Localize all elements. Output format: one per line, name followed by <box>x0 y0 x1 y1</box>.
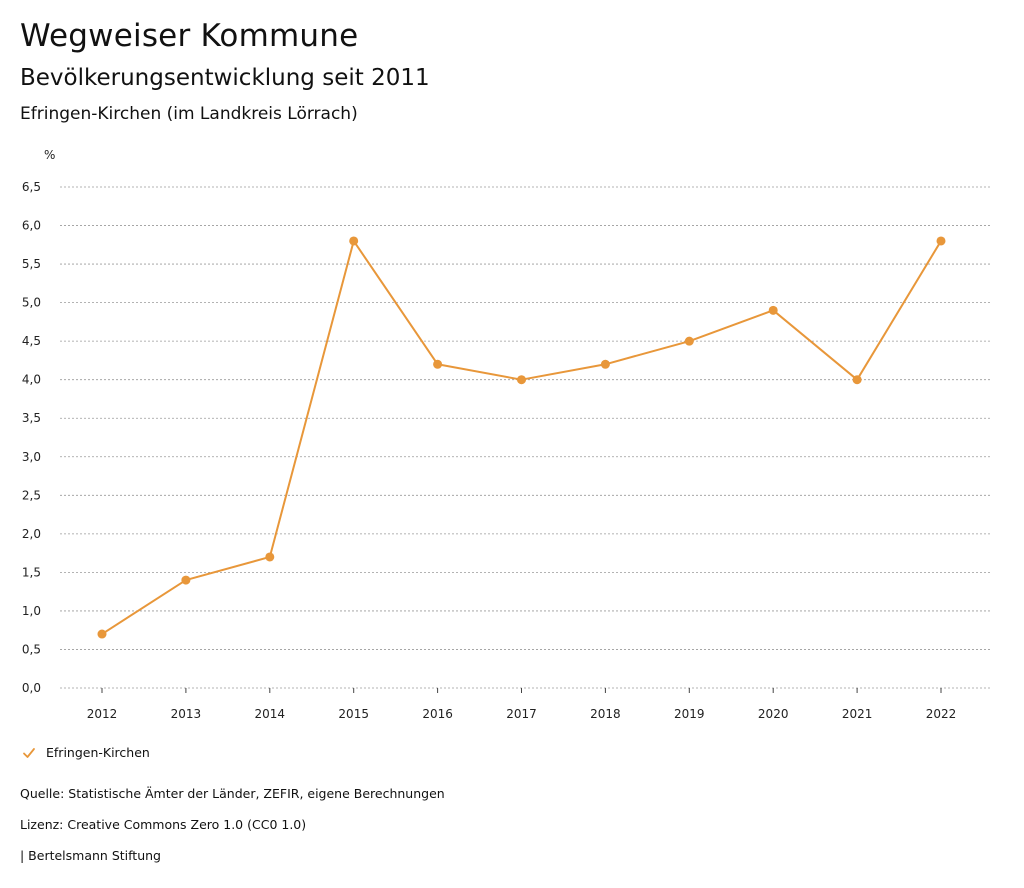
line-chart: % 0,0 0,5 1,0 1,5 2,0 2,5 3,0 3,5 4,0 4,5 5,0 5,5 6,… <box>22 148 990 721</box>
y-tick-label: 3,0 <box>22 450 41 464</box>
x-tick-label: 2019 <box>674 707 705 721</box>
y-tick-label: 6,0 <box>22 219 41 233</box>
legend-label: Efringen-Kirchen <box>46 745 150 760</box>
check-icon <box>23 747 35 758</box>
data-series <box>97 236 946 639</box>
data-point-2022[interactable] <box>936 236 946 246</box>
page-title: Wegweiser Kommune <box>20 18 359 54</box>
x-tick-label: 2017 <box>506 707 537 721</box>
y-tick-label: 0,0 <box>22 681 41 695</box>
data-point-2012[interactable] <box>97 629 107 639</box>
y-tick-label: 1,5 <box>22 565 41 579</box>
chart-subtitle: Bevölkerungsentwicklung seit 2011 <box>20 65 430 91</box>
publisher-note: | Bertelsmann Stiftung <box>20 848 161 863</box>
grid-lines <box>60 186 990 689</box>
data-point-2017[interactable] <box>517 375 526 385</box>
y-tick-label: 5,5 <box>22 257 41 271</box>
data-point-2013[interactable] <box>181 575 191 585</box>
x-tick-label: 2015 <box>338 707 369 721</box>
source-note: Quelle: Statistische Ämter der Länder, Z… <box>20 786 445 801</box>
y-tick-label: 1,0 <box>22 604 41 618</box>
y-tick-label: 2,0 <box>22 527 41 541</box>
x-tick-label: 2014 <box>255 707 286 721</box>
data-point-2016[interactable] <box>433 359 443 369</box>
data-point-2018[interactable] <box>600 359 610 369</box>
x-tick-label: 2020 <box>758 707 789 721</box>
y-axis-ticks: 0,0 0,5 1,0 1,5 2,0 2,5 3,0 3,5 4,0 4,5 5,0 5,5 6,0 6… <box>22 180 41 695</box>
x-axis-ticks: 2012 2013 2014 2015 2016 2017 2018 2019 2020 2021… <box>87 688 957 721</box>
y-tick-label: 0,5 <box>22 642 41 656</box>
y-tick-label: 6,5 <box>22 180 41 194</box>
data-point-2015[interactable] <box>349 236 359 246</box>
y-tick-label: 2,5 <box>22 488 41 502</box>
data-point-2020[interactable] <box>768 305 778 315</box>
y-tick-label: 3,5 <box>22 411 41 425</box>
license-note: Lizenz: Creative Commons Zero 1.0 (CC0 1… <box>20 817 307 832</box>
y-tick-label: 4,0 <box>22 373 41 387</box>
x-tick-label: 2018 <box>590 707 621 721</box>
y-tick-label: 5,0 <box>22 296 41 310</box>
x-tick-label: 2016 <box>422 707 453 721</box>
x-tick-label: 2013 <box>171 707 202 721</box>
y-axis-unit: % <box>44 148 55 162</box>
data-point-2014[interactable] <box>265 552 275 562</box>
region-label: Efringen-Kirchen (im Landkreis Lörrach) <box>20 104 358 124</box>
data-point-2021[interactable] <box>852 375 862 385</box>
legend-item-efringen-kirchen[interactable]: Efringen-Kirchen <box>22 745 150 760</box>
x-tick-label: 2021 <box>842 707 873 721</box>
x-tick-label: 2022 <box>926 707 957 721</box>
series-line <box>101 239 942 635</box>
x-tick-label: 2012 <box>87 707 118 721</box>
y-tick-label: 4,5 <box>22 334 41 348</box>
data-point-2019[interactable] <box>684 336 694 346</box>
